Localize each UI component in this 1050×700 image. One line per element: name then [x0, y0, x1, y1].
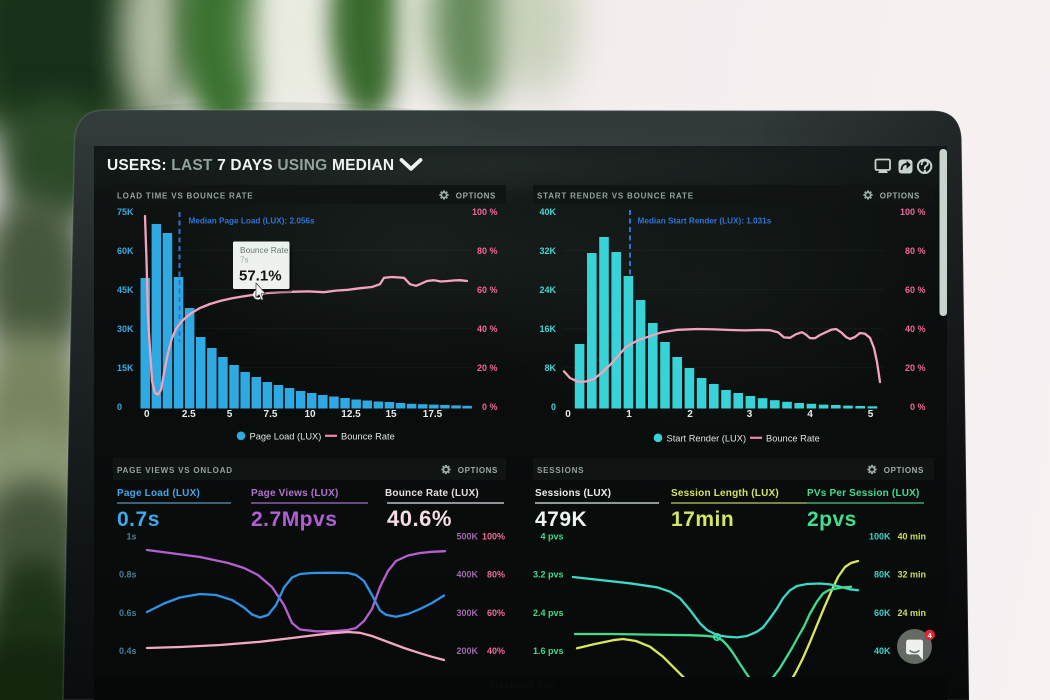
svg-text:17min: 17min	[671, 508, 734, 531]
svg-text:75K: 75K	[117, 207, 134, 217]
svg-text:57.1%: 57.1%	[239, 268, 282, 285]
svg-text:2pvs: 2pvs	[807, 508, 857, 531]
svg-text:32 min: 32 min	[897, 570, 926, 580]
svg-text:Bounce Rate: Bounce Rate	[766, 433, 820, 443]
svg-text:Page Load (LUX): Page Load (LUX)	[117, 488, 200, 499]
svg-text:0.8s: 0.8s	[119, 570, 137, 580]
svg-text:60 %: 60 %	[905, 285, 926, 295]
svg-text:Start Render (LUX): Start Render (LUX)	[667, 433, 747, 443]
svg-text:0 %: 0 %	[910, 402, 926, 412]
svg-text:7.5: 7.5	[264, 409, 278, 420]
svg-text:400K: 400K	[456, 570, 478, 580]
svg-text:3.2 pvs: 3.2 pvs	[533, 570, 564, 580]
svg-text:15K: 15K	[117, 363, 134, 373]
svg-text:1.6 pvs: 1.6 pvs	[533, 646, 564, 656]
svg-text:LOAD TIME VS BOUNCE RATE: LOAD TIME VS BOUNCE RATE	[117, 192, 253, 201]
svg-text:Median Page Load (LUX): 2.056s: Median Page Load (LUX): 2.056s	[189, 217, 315, 226]
svg-text:0.7s: 0.7s	[117, 508, 160, 531]
svg-text:0: 0	[144, 409, 150, 420]
svg-text:5: 5	[227, 409, 233, 420]
svg-text:20 %: 20 %	[477, 363, 498, 373]
svg-text:OPTIONS: OPTIONS	[456, 192, 496, 201]
svg-text:100 %: 100 %	[472, 207, 498, 217]
svg-text:0: 0	[117, 402, 122, 412]
svg-text:Median Start Render (LUX): 1.0: Median Start Render (LUX): 1.031s	[638, 217, 772, 226]
svg-text:4: 4	[807, 409, 813, 420]
svg-text:SESSIONS: SESSIONS	[537, 466, 584, 475]
svg-text:100%: 100%	[482, 532, 505, 542]
svg-text:4 pvs: 4 pvs	[540, 532, 563, 542]
svg-text:40%: 40%	[487, 646, 505, 656]
svg-text:4: 4	[928, 631, 933, 640]
svg-text:OPTIONS: OPTIONS	[880, 192, 920, 201]
svg-text:45K: 45K	[117, 285, 134, 295]
svg-text:60K: 60K	[117, 246, 134, 256]
svg-text:PVs Per Session (LUX): PVs Per Session (LUX)	[807, 488, 920, 499]
svg-text:16K: 16K	[539, 324, 556, 334]
svg-text:2.4 pvs: 2.4 pvs	[533, 608, 564, 618]
svg-text:5: 5	[868, 409, 874, 420]
svg-text:30K: 30K	[117, 324, 134, 334]
svg-text:40 %: 40 %	[905, 324, 926, 334]
svg-text:40K: 40K	[874, 646, 891, 656]
svg-text:60 %: 60 %	[477, 285, 498, 295]
svg-text:Page Views (LUX): Page Views (LUX)	[251, 488, 339, 499]
svg-text:2: 2	[687, 409, 693, 420]
svg-text:200K: 200K	[456, 646, 478, 656]
svg-text:0.6s: 0.6s	[119, 608, 137, 618]
svg-text:32K: 32K	[539, 246, 556, 256]
svg-text:24 min: 24 min	[897, 608, 926, 618]
svg-text:10: 10	[304, 409, 316, 420]
svg-text:7s: 7s	[240, 256, 248, 265]
svg-text:Bounce Rate: Bounce Rate	[341, 431, 395, 441]
svg-text:Page Load (LUX): Page Load (LUX)	[250, 431, 322, 441]
svg-text:20 %: 20 %	[905, 363, 926, 373]
svg-text:40 %: 40 %	[477, 324, 498, 334]
svg-text:24K: 24K	[539, 285, 556, 295]
svg-text:60K: 60K	[874, 608, 891, 618]
svg-text:Session Length (LUX): Session Length (LUX)	[671, 488, 779, 499]
svg-text:100K: 100K	[869, 532, 891, 542]
svg-text:12.5: 12.5	[341, 409, 361, 420]
svg-text:80 %: 80 %	[477, 246, 498, 256]
svg-text:80 %: 80 %	[905, 246, 926, 256]
svg-text:1: 1	[626, 409, 632, 420]
svg-text:0: 0	[551, 402, 556, 412]
svg-text:START RENDER VS BOUNCE RATE: START RENDER VS BOUNCE RATE	[537, 192, 694, 201]
svg-text:300K: 300K	[456, 608, 478, 618]
svg-text:1s: 1s	[126, 532, 136, 542]
svg-text:Bounce Rate: Bounce Rate	[240, 245, 289, 255]
svg-text:0 %: 0 %	[482, 402, 498, 412]
svg-text:60%: 60%	[487, 608, 505, 618]
svg-text:15: 15	[385, 409, 397, 420]
svg-text:Sessions (LUX): Sessions (LUX)	[535, 488, 611, 499]
svg-text:OPTIONS: OPTIONS	[884, 466, 924, 475]
svg-text:40.6%: 40.6%	[387, 506, 452, 531]
svg-text:0: 0	[565, 409, 571, 420]
svg-text:0.4s: 0.4s	[119, 646, 137, 656]
svg-text:8K: 8K	[544, 363, 556, 373]
svg-text:MacBook Pro: MacBook Pro	[490, 680, 555, 690]
svg-text:479K: 479K	[535, 508, 587, 531]
svg-text:3: 3	[747, 409, 753, 420]
svg-text:80K: 80K	[874, 570, 891, 580]
svg-text:40 min: 40 min	[897, 532, 926, 542]
svg-text:PAGE VIEWS VS ONLOAD: PAGE VIEWS VS ONLOAD	[117, 466, 233, 475]
svg-text:2.5: 2.5	[182, 409, 196, 420]
svg-text:OPTIONS: OPTIONS	[458, 466, 498, 475]
svg-text:40K: 40K	[539, 207, 556, 217]
svg-text:80%: 80%	[487, 570, 505, 580]
svg-text:100 %: 100 %	[900, 207, 926, 217]
svg-text:Bounce Rate (LUX): Bounce Rate (LUX)	[385, 488, 479, 499]
svg-text:2.7Mpvs: 2.7Mpvs	[251, 508, 337, 531]
svg-text:17.5: 17.5	[423, 409, 443, 420]
svg-text:USERS: LAST 7 DAYS USING MEDIA: USERS: LAST 7 DAYS USING MEDIAN	[107, 157, 394, 174]
svg-text:500K: 500K	[456, 532, 478, 542]
